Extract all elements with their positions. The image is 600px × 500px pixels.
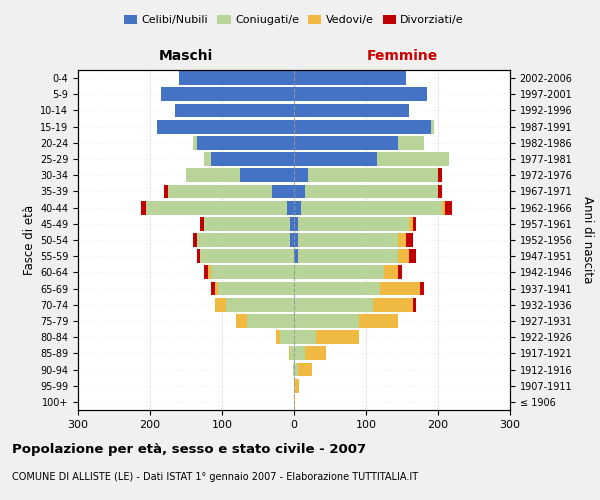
Bar xyxy=(398,250,409,263)
Bar xyxy=(161,88,294,101)
Bar xyxy=(431,120,434,134)
Bar xyxy=(208,266,211,280)
Bar xyxy=(204,266,208,280)
Bar xyxy=(294,184,305,198)
Bar xyxy=(398,136,424,149)
Bar xyxy=(294,217,298,230)
Bar xyxy=(218,282,294,296)
Bar xyxy=(409,250,416,263)
Bar xyxy=(157,120,294,134)
Bar xyxy=(236,314,247,328)
Bar xyxy=(294,200,301,214)
Bar xyxy=(298,233,398,247)
Bar xyxy=(211,266,294,280)
Bar xyxy=(164,184,168,198)
Bar xyxy=(413,217,416,230)
Bar xyxy=(294,233,298,247)
Bar xyxy=(197,233,290,247)
Bar xyxy=(140,200,146,214)
Bar xyxy=(294,395,295,409)
Bar xyxy=(197,136,294,149)
Bar xyxy=(294,88,427,101)
Bar xyxy=(294,71,406,85)
Bar xyxy=(398,266,402,280)
Bar xyxy=(294,330,316,344)
Bar xyxy=(294,250,298,263)
Bar xyxy=(293,362,294,376)
Bar xyxy=(294,346,305,360)
Y-axis label: Anni di nascita: Anni di nascita xyxy=(581,196,594,284)
Bar xyxy=(294,266,384,280)
Bar xyxy=(298,217,409,230)
Bar xyxy=(294,298,373,312)
Bar xyxy=(305,346,326,360)
Bar xyxy=(204,152,211,166)
Bar xyxy=(287,200,294,214)
Bar xyxy=(384,266,398,280)
Bar xyxy=(175,104,294,118)
Bar xyxy=(290,217,294,230)
Bar xyxy=(215,298,226,312)
Bar xyxy=(247,314,294,328)
Bar xyxy=(215,282,218,296)
Bar xyxy=(211,152,294,166)
Bar xyxy=(200,250,294,263)
Bar xyxy=(298,250,398,263)
Bar xyxy=(193,233,197,247)
Bar xyxy=(200,217,204,230)
Bar xyxy=(204,217,290,230)
Y-axis label: Fasce di età: Fasce di età xyxy=(23,205,36,275)
Bar xyxy=(289,346,290,360)
Bar xyxy=(211,282,215,296)
Bar xyxy=(294,379,295,392)
Bar xyxy=(226,298,294,312)
Bar xyxy=(406,233,413,247)
Bar xyxy=(294,120,431,134)
Bar xyxy=(445,200,452,214)
Bar xyxy=(298,362,312,376)
Bar xyxy=(308,168,438,182)
Text: Popolazione per età, sesso e stato civile - 2007: Popolazione per età, sesso e stato civil… xyxy=(12,442,366,456)
Bar xyxy=(197,250,200,263)
Bar xyxy=(290,233,294,247)
Bar xyxy=(290,346,294,360)
Bar xyxy=(359,314,398,328)
Bar xyxy=(305,184,438,198)
Bar xyxy=(193,136,197,149)
Bar xyxy=(377,152,449,166)
Bar xyxy=(179,71,294,85)
Bar xyxy=(380,282,420,296)
Text: Maschi: Maschi xyxy=(159,49,213,63)
Bar xyxy=(294,314,359,328)
Bar xyxy=(146,200,287,214)
Bar xyxy=(186,168,240,182)
Bar xyxy=(438,184,442,198)
Bar xyxy=(294,362,298,376)
Bar xyxy=(294,168,308,182)
Bar xyxy=(295,379,299,392)
Bar xyxy=(294,136,398,149)
Bar xyxy=(272,184,294,198)
Bar xyxy=(413,298,416,312)
Bar xyxy=(373,298,413,312)
Text: Femmine: Femmine xyxy=(367,49,437,63)
Bar xyxy=(240,168,294,182)
Bar xyxy=(438,168,442,182)
Bar xyxy=(294,104,409,118)
Bar xyxy=(316,330,359,344)
Bar xyxy=(294,282,380,296)
Bar xyxy=(442,200,445,214)
Bar xyxy=(301,200,442,214)
Text: COMUNE DI ALLISTE (LE) - Dati ISTAT 1° gennaio 2007 - Elaborazione TUTTITALIA.IT: COMUNE DI ALLISTE (LE) - Dati ISTAT 1° g… xyxy=(12,472,418,482)
Bar xyxy=(280,330,294,344)
Legend: Celibi/Nubili, Coniugati/e, Vedovi/e, Divorziati/e: Celibi/Nubili, Coniugati/e, Vedovi/e, Di… xyxy=(119,10,469,30)
Bar xyxy=(294,152,377,166)
Bar xyxy=(398,233,406,247)
Bar xyxy=(168,184,272,198)
Bar xyxy=(409,217,413,230)
Bar xyxy=(420,282,424,296)
Bar xyxy=(276,330,280,344)
